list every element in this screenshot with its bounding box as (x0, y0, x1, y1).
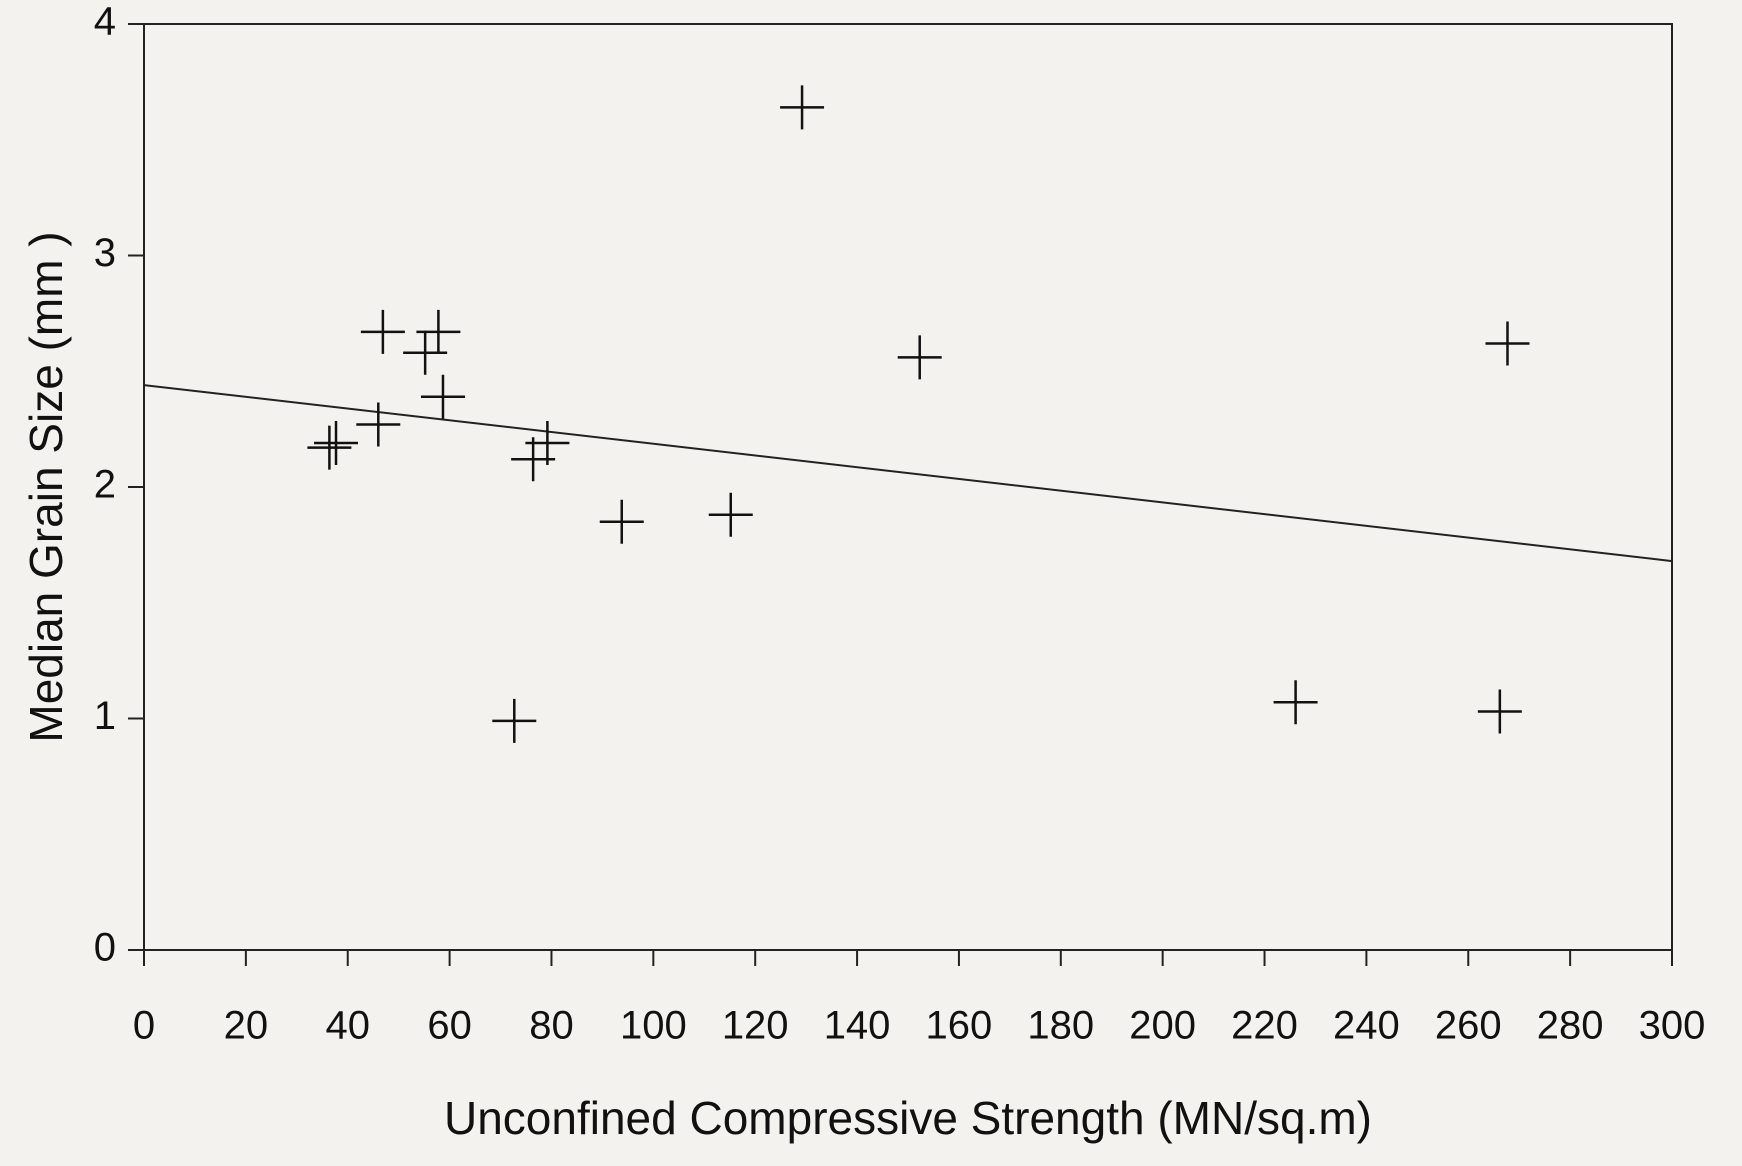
x-tick-label: 160 (926, 1004, 993, 1048)
y-axis-label: Median Grain Size (mm ) (20, 231, 72, 742)
x-tick-label: 300 (1639, 1004, 1706, 1048)
x-tick-label: 60 (427, 1004, 472, 1048)
background (0, 0, 1742, 1166)
y-tick-label: 1 (94, 694, 116, 738)
x-tick-label: 100 (620, 1004, 687, 1048)
y-tick-label: 0 (94, 926, 116, 970)
x-tick-label: 180 (1027, 1004, 1094, 1048)
x-tick-label: 80 (529, 1004, 574, 1048)
x-tick-label: 260 (1435, 1004, 1502, 1048)
x-tick-label: 280 (1537, 1004, 1604, 1048)
y-tick-label: 2 (94, 463, 116, 507)
x-tick-label: 0 (133, 1004, 155, 1048)
y-tick-label: 4 (94, 0, 116, 44)
y-tick-label: 3 (94, 231, 116, 275)
x-tick-label: 240 (1333, 1004, 1400, 1048)
x-tick-label: 140 (824, 1004, 891, 1048)
x-axis-label: Unconfined Compressive Strength (MN/sq.m… (444, 1092, 1372, 1144)
x-tick-label: 120 (722, 1004, 789, 1048)
x-tick-label: 20 (224, 1004, 269, 1048)
chart: Unconfined Compressive Strength (MN/sq.m… (0, 0, 1742, 1166)
page: Unconfined Compressive Strength (MN/sq.m… (0, 0, 1742, 1166)
x-tick-label: 40 (325, 1004, 370, 1048)
x-tick-label: 200 (1129, 1004, 1196, 1048)
x-tick-label: 220 (1231, 1004, 1298, 1048)
